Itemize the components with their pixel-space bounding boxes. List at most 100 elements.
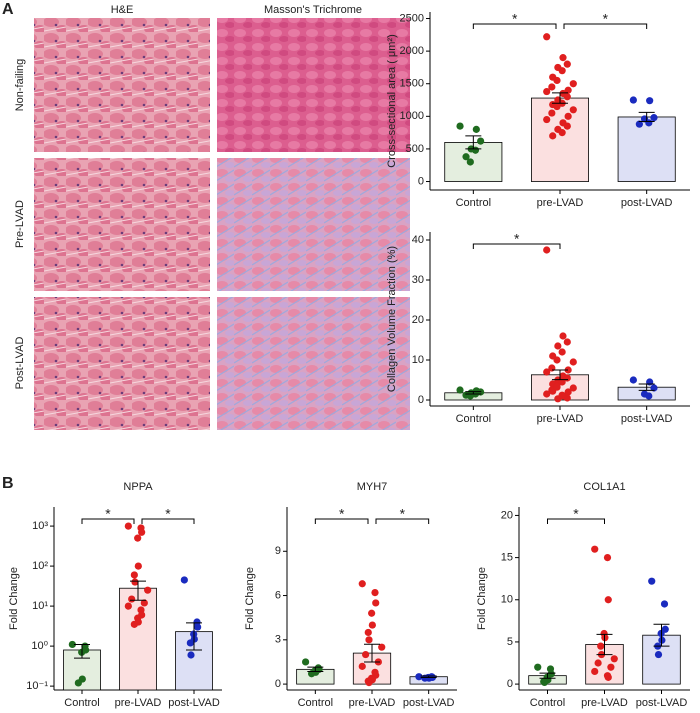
data-point: [594, 659, 602, 667]
data-point: [456, 386, 464, 394]
data-point: [604, 596, 612, 604]
data-point: [591, 667, 599, 676]
error-bar: [653, 623, 670, 647]
panel-label: A: [2, 1, 14, 18]
data-point: [645, 392, 653, 400]
data-point: [194, 623, 202, 631]
significance-label: *: [514, 231, 520, 247]
error-bar: [596, 633, 613, 656]
data-point: [564, 112, 572, 120]
data-point: [144, 586, 152, 594]
x-tick-label: post-LVAD: [403, 697, 455, 709]
bar: [119, 587, 157, 691]
x-tick-label: post-LVAD: [621, 413, 673, 425]
y-tick-label: 10¹: [32, 600, 48, 612]
y-axis-label: Collagen Volume Fraction (%): [386, 246, 398, 392]
data-point: [138, 528, 146, 536]
significance-label: *: [339, 506, 345, 522]
data-point: [68, 640, 76, 649]
data-point: [591, 545, 599, 553]
data-point: [553, 76, 561, 85]
data-point: [553, 383, 561, 391]
data-point: [654, 650, 663, 659]
data-point: [648, 577, 656, 585]
y-tick-label: 10: [501, 594, 513, 606]
y-tick-label: 2000: [400, 45, 424, 57]
data-point: [564, 366, 572, 374]
data-point: [558, 391, 566, 399]
data-point: [553, 102, 561, 111]
data-point: [462, 153, 470, 161]
error-bar: [465, 391, 482, 395]
y-axis-label: Fold Change: [244, 567, 256, 630]
row-label: Pre-LVAD: [14, 200, 26, 248]
data-point: [597, 642, 605, 650]
data-point: [543, 368, 551, 376]
significance-bracket: [472, 23, 557, 29]
y-tick-label: 6: [275, 589, 281, 601]
data-point: [569, 384, 577, 392]
y-tick-label: 15: [501, 552, 513, 564]
y-tick-label: 2500: [400, 12, 424, 24]
data-point: [362, 650, 370, 659]
y-tick-label: 3: [275, 634, 281, 646]
data-point: [543, 33, 551, 41]
data-point: [650, 114, 658, 122]
data-point: [358, 580, 366, 588]
y-tick-label: 0: [507, 678, 513, 690]
x-tick-label: Control: [530, 697, 565, 709]
y-axis-label: Fold Change: [476, 567, 488, 630]
data-point: [368, 609, 376, 617]
histology-image: [217, 297, 410, 430]
data-point: [543, 115, 551, 124]
data-point: [134, 534, 142, 542]
y-tick-label: 10²: [32, 560, 48, 572]
data-point: [74, 679, 82, 687]
significance-label: *: [400, 506, 406, 522]
data-point: [558, 378, 566, 386]
data-point: [365, 679, 373, 687]
data-point: [378, 643, 386, 651]
histology-image: [217, 158, 410, 291]
data-point: [563, 338, 571, 346]
y-axis-label: Fold Change: [8, 567, 20, 630]
data-point: [187, 651, 195, 659]
error-bar: [552, 92, 568, 104]
x-tick-label: Control: [456, 413, 491, 425]
data-point: [540, 678, 549, 687]
x-tick-label: pre-LVAD: [349, 697, 396, 709]
data-point: [650, 384, 658, 392]
x-tick-label: Control: [298, 697, 333, 709]
y-tick-label: 1000: [400, 110, 424, 122]
y-tick-label: 0: [275, 678, 281, 690]
data-point: [558, 348, 566, 356]
data-point: [140, 599, 148, 607]
data-point: [472, 125, 480, 133]
column-label: H&E: [111, 4, 134, 16]
significance-bracket: [563, 23, 648, 29]
data-point: [358, 662, 366, 670]
y-tick-label: 0: [418, 394, 424, 406]
histology-image: [34, 158, 210, 291]
row-label: Post-LVAD: [14, 337, 26, 390]
significance-label: *: [105, 506, 111, 522]
y-tick-label: 30: [412, 274, 424, 286]
significance-label: *: [512, 11, 518, 27]
data-point: [569, 358, 577, 366]
data-point: [604, 673, 612, 681]
y-tick-label: 1500: [400, 78, 424, 90]
bar: [617, 116, 676, 182]
x-tick-label: post-LVAD: [168, 697, 220, 709]
data-point: [372, 599, 380, 607]
data-point: [569, 106, 577, 114]
x-tick-label: pre-LVAD: [115, 697, 162, 709]
data-point: [543, 390, 551, 398]
y-tick-label: 20: [501, 509, 513, 521]
significance-bracket: [141, 518, 195, 524]
chart-title: COL1A1: [583, 481, 625, 493]
data-point: [564, 86, 572, 94]
significance-bracket: [375, 518, 430, 524]
x-tick-label: pre-LVAD: [537, 197, 584, 209]
data-point: [548, 83, 556, 91]
